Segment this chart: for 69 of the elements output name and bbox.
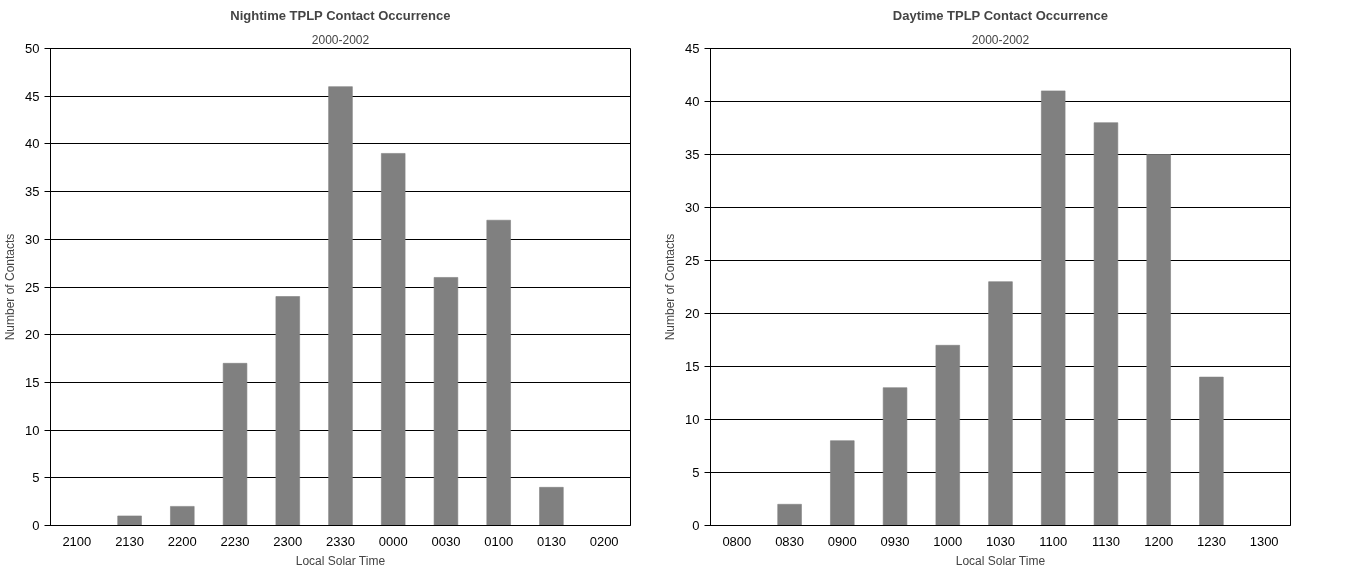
bar xyxy=(830,440,855,526)
x-tick-label: 2230 xyxy=(220,533,250,549)
bar xyxy=(117,515,142,526)
y-tick-label: 45 xyxy=(25,88,40,104)
y-tick-label: 10 xyxy=(685,412,700,427)
bar xyxy=(170,506,195,526)
y-tick-label: 0 xyxy=(692,518,700,533)
x-tick-label: 2200 xyxy=(167,533,197,549)
x-tick-label: 1130 xyxy=(1091,533,1120,549)
bar xyxy=(222,363,248,526)
bar xyxy=(433,277,459,526)
x-tick-label: 2130 xyxy=(115,533,145,549)
x-tick-label: 2100 xyxy=(62,533,92,549)
x-tick-label: 1000 xyxy=(933,533,963,549)
y-tick-label: 40 xyxy=(685,94,700,109)
x-tick-label: 0930 xyxy=(880,533,910,549)
bar xyxy=(275,296,300,526)
bar xyxy=(882,387,908,526)
x-tick-label: 0900 xyxy=(827,533,857,549)
y-tick-label: 45 xyxy=(685,41,700,56)
y-tick-label: 35 xyxy=(685,147,700,162)
y-tick-label: 5 xyxy=(32,470,40,486)
bar xyxy=(1199,376,1224,526)
y-tick-label: 25 xyxy=(25,279,40,295)
y-tick-label: 25 xyxy=(685,253,700,268)
bar xyxy=(935,345,960,526)
x-tick-label: 0800 xyxy=(722,533,752,549)
bar xyxy=(1041,90,1066,526)
y-tick-label: 30 xyxy=(25,231,40,247)
x-tick-label: 0030 xyxy=(431,533,461,549)
bar xyxy=(486,219,511,526)
y-tick-label: 30 xyxy=(685,200,700,215)
x-tick-label: 0130 xyxy=(536,533,566,549)
y-tick-label: 10 xyxy=(25,422,40,438)
x-tick-label: 1200 xyxy=(1144,533,1174,549)
bar xyxy=(1146,154,1171,526)
y-tick-label: 20 xyxy=(685,306,700,321)
bar xyxy=(1093,122,1119,526)
x-axis-title: Local Solar Time xyxy=(295,553,386,568)
y-axis-title: Number of Contacts xyxy=(663,233,678,341)
x-tick-label: 2330 xyxy=(326,533,355,549)
x-tick-label: 0000 xyxy=(378,533,408,549)
bar xyxy=(777,504,802,526)
chart-subtitle: 2000-2002 xyxy=(311,32,370,47)
x-tick-label: 1100 xyxy=(1039,533,1068,549)
x-tick-label: 0830 xyxy=(775,533,805,549)
x-axis-title: Local Solar Time xyxy=(955,553,1046,568)
y-tick-label: 15 xyxy=(685,359,700,374)
x-tick-label: 1030 xyxy=(986,533,1015,549)
chart-title: Daytime TPLP Contact Occurrence xyxy=(892,7,1108,23)
y-tick-label: 40 xyxy=(25,136,40,152)
x-tick-label: 0200 xyxy=(589,533,619,549)
chart-subtitle: 2000-2002 xyxy=(971,32,1030,47)
y-tick-label: 50 xyxy=(25,41,40,56)
bar xyxy=(988,281,1013,526)
y-axis-title: Number of Contacts xyxy=(3,233,18,341)
y-tick-label: 5 xyxy=(692,465,700,480)
y-tick-label: 20 xyxy=(25,327,40,343)
x-tick-label: 2300 xyxy=(273,533,303,549)
y-tick-label: 15 xyxy=(25,374,40,390)
x-tick-label: 1300 xyxy=(1249,533,1279,549)
y-tick-label: 0 xyxy=(32,518,40,533)
bar xyxy=(328,86,353,526)
bar xyxy=(539,487,564,526)
bar xyxy=(381,153,406,526)
x-tick-label: 0100 xyxy=(484,533,514,549)
y-tick-label: 35 xyxy=(25,184,40,200)
chart-title: Nightime TPLP Contact Occurrence xyxy=(230,7,451,23)
x-tick-label: 1230 xyxy=(1196,533,1226,549)
